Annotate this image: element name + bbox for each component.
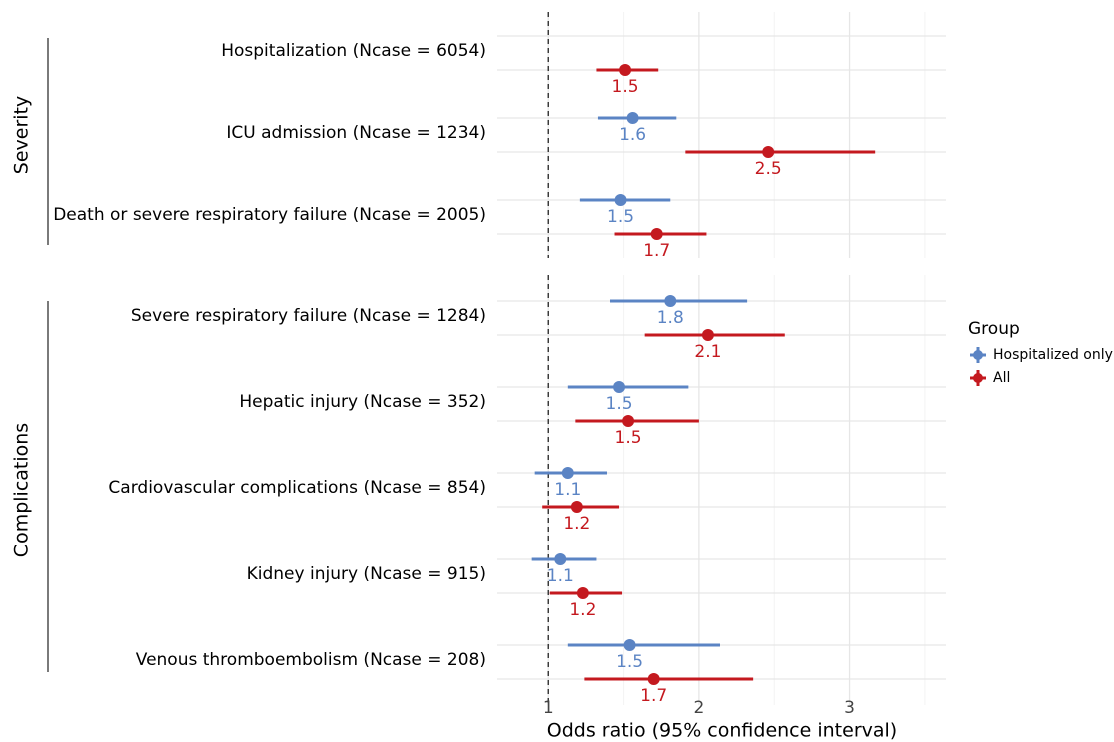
legend-label: All [993, 370, 1010, 386]
point [623, 639, 636, 651]
point [622, 415, 635, 427]
point [614, 194, 627, 206]
value-label: 1.5 [612, 77, 639, 97]
value-label: 1.1 [547, 566, 574, 586]
point [554, 553, 567, 565]
value-label: 1.5 [615, 428, 642, 448]
point [650, 228, 663, 240]
y-tick-label: Death or severe respiratory failure (Nca… [53, 205, 486, 225]
point [576, 587, 589, 599]
point [561, 467, 574, 479]
y-tick-label: Hepatic injury (Ncase = 352) [239, 392, 486, 412]
y-tick-label: Hospitalization (Ncase = 6054) [221, 41, 486, 61]
x-tick-label: 3 [844, 698, 855, 718]
y-tick-label: ICU admission (Ncase = 1234) [226, 123, 486, 143]
value-label: 2.1 [694, 342, 721, 362]
value-label: 1.8 [657, 308, 684, 328]
panel-label: Complications [11, 423, 33, 557]
x-tick-label: 1 [543, 698, 554, 718]
y-tick-label: Cardiovascular complications (Ncase = 85… [108, 478, 486, 498]
value-label: 1.5 [607, 207, 634, 227]
value-label: 1.7 [643, 241, 670, 261]
value-label: 1.5 [616, 652, 643, 672]
point [762, 146, 775, 158]
legend-label: Hospitalized only [993, 347, 1113, 363]
value-label: 1.6 [619, 125, 646, 145]
y-tick-label: Venous thromboembolism (Ncase = 208) [136, 650, 486, 670]
point [664, 295, 677, 307]
point [647, 673, 660, 685]
value-label: 1.7 [640, 686, 667, 706]
y-tick-label: Severe respiratory failure (Ncase = 1284… [131, 306, 486, 326]
value-label: 1.1 [554, 480, 581, 500]
legend-title: Group [968, 319, 1020, 339]
x-tick-label: 2 [693, 698, 704, 718]
point [613, 381, 626, 393]
legend-key-point [973, 350, 983, 360]
value-label: 1.2 [569, 600, 596, 620]
point [701, 329, 714, 341]
point [626, 112, 639, 124]
value-label: 2.5 [755, 159, 782, 179]
value-label: 1.5 [606, 394, 633, 414]
point [619, 64, 632, 76]
y-tick-label: Kidney injury (Ncase = 915) [247, 564, 486, 584]
legend-key-point [973, 373, 983, 383]
point [570, 501, 583, 513]
value-label: 1.2 [563, 514, 590, 534]
panel-label: Severity [11, 96, 33, 174]
x-axis-title: Odds ratio (95% confidence interval) [547, 720, 897, 742]
